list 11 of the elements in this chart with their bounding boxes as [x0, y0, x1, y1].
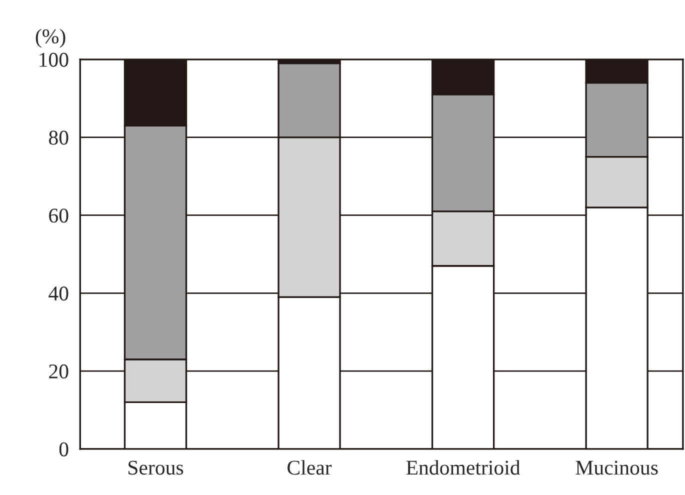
x-tick-label: Serous: [128, 460, 184, 475]
y-tick-label: 20: [49, 364, 68, 378]
y-tick-label: 80: [48, 130, 68, 145]
y-tick-label: 40: [48, 286, 68, 301]
x-tick-label: Clear: [288, 460, 332, 475]
y-tick-label: 0: [59, 442, 68, 456]
x-tick-label: Endometrioid: [406, 460, 520, 475]
y-tick-label: 100: [40, 52, 68, 67]
y-tick-label: 60: [49, 208, 68, 223]
y-axis-title: (%): [36, 28, 66, 48]
x-tick-label: Mucinous: [576, 460, 658, 475]
